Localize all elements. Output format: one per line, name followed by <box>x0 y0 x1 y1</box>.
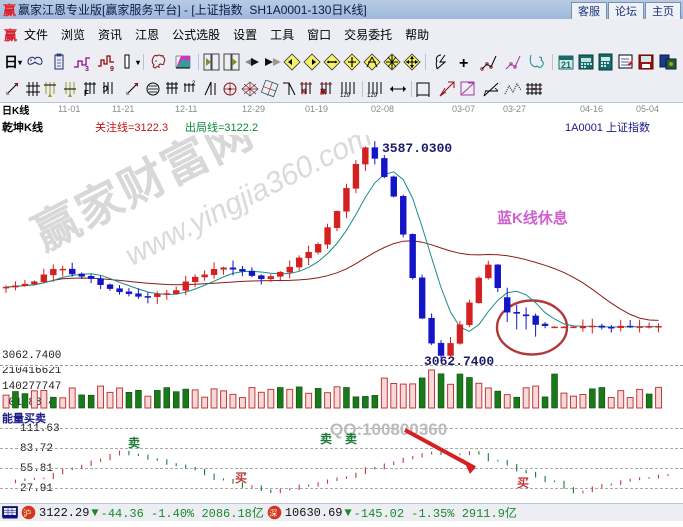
svg-text:129: 129 <box>367 93 378 98</box>
svg-text:21: 21 <box>561 60 571 70</box>
svg-text:沪: 沪 <box>23 508 31 519</box>
svg-text:+: + <box>459 55 468 72</box>
svg-text:3: 3 <box>85 66 89 72</box>
svg-text:9: 9 <box>110 66 114 72</box>
svg-text:深: 深 <box>269 509 277 519</box>
svg-text:129: 129 <box>340 93 351 98</box>
svg-text:赢: 赢 <box>320 88 326 96</box>
svg-text:2: 2 <box>192 81 196 87</box>
svg-text:神: 神 <box>301 88 307 96</box>
svg-text:F: F <box>84 89 89 98</box>
